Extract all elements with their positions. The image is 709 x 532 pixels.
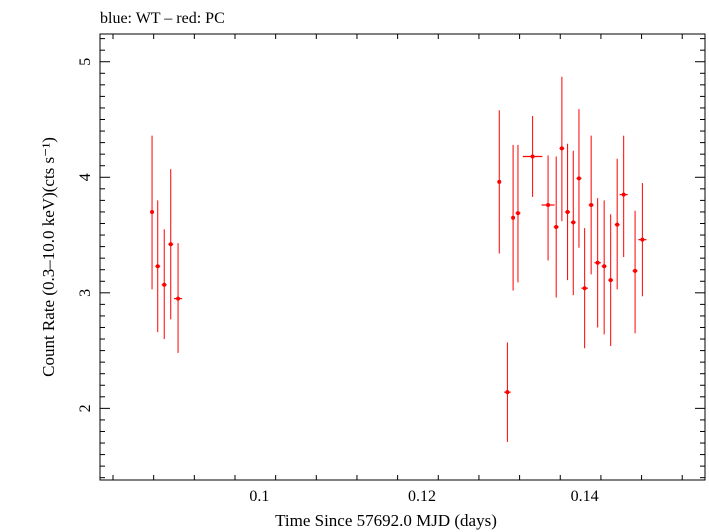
data-point (541, 155, 555, 261)
data-point (150, 135, 155, 290)
point-marker (176, 296, 181, 301)
point-marker (505, 390, 510, 395)
point-marker (582, 286, 587, 291)
data-point (638, 183, 647, 297)
data-point (570, 150, 576, 296)
point-marker (155, 264, 160, 269)
point-marker (602, 264, 607, 269)
data-point (553, 156, 559, 298)
y-axis: 2 3 4 5 (77, 38, 705, 479)
data-point (161, 229, 167, 340)
data-point (632, 210, 638, 334)
x-tick-label: 0.14 (571, 488, 599, 505)
data-point (576, 109, 582, 248)
data-point (619, 135, 628, 257)
data-point (565, 143, 571, 281)
y-tick-label: 2 (77, 404, 94, 412)
point-marker (621, 192, 626, 197)
data-points (150, 76, 647, 442)
y-tick-label: 4 (77, 173, 94, 181)
point-marker (589, 203, 594, 208)
data-point (515, 144, 521, 283)
point-marker (554, 224, 559, 229)
point-marker (511, 215, 516, 220)
point-marker (546, 203, 551, 208)
x-tick-label: 0.12 (408, 488, 436, 505)
point-marker (150, 209, 155, 214)
data-point (522, 116, 543, 197)
plot-frame (99, 33, 706, 481)
point-marker (595, 260, 600, 265)
y-tick-label: 5 (77, 58, 94, 66)
data-point (601, 200, 607, 335)
data-point (497, 110, 502, 254)
y-tick-label: 3 (77, 289, 94, 297)
data-point (173, 243, 183, 353)
data-point (168, 169, 174, 320)
data-point (588, 135, 594, 275)
y-axis-label: Count Rate (0.3–10.0 keV)(cts s⁻¹) (39, 137, 58, 377)
point-marker (162, 282, 167, 287)
point-marker (615, 222, 620, 227)
data-point (614, 158, 620, 290)
data-point (511, 144, 516, 291)
x-axis: 0.1 0.12 0.14 (112, 34, 683, 505)
point-marker (571, 220, 576, 225)
data-point (608, 214, 614, 346)
data-point (155, 200, 161, 333)
data-point (594, 198, 601, 328)
data-point (504, 342, 511, 442)
x-tick-label: 0.1 (249, 488, 269, 505)
chart-title: blue: WT – red: PC (100, 10, 225, 27)
data-point (581, 228, 588, 349)
x-axis-label: Time Since 57692.0 MJD (days) (275, 511, 497, 530)
point-marker (608, 278, 613, 283)
point-marker (633, 268, 638, 273)
point-marker (515, 211, 520, 216)
point-marker (497, 179, 502, 184)
point-marker (559, 146, 564, 151)
point-marker (576, 176, 581, 181)
point-marker (530, 154, 535, 159)
data-point (559, 76, 565, 222)
point-marker (168, 242, 173, 247)
point-marker (640, 237, 645, 242)
point-marker (565, 209, 570, 214)
